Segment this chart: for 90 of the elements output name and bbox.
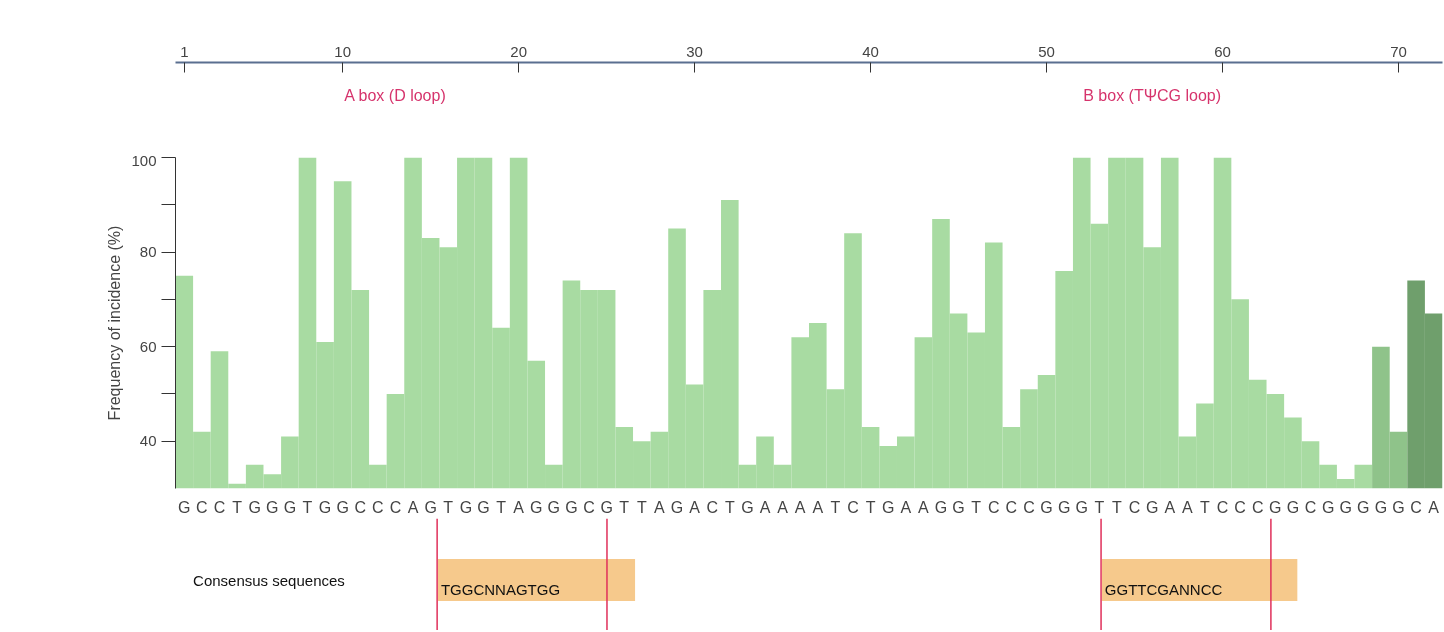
x-tick-label: T [636,498,647,516]
x-tick-label: T [619,498,630,516]
x-tick-label: T [232,498,243,516]
x-tick-label: G [1075,498,1088,516]
x-tick-label: T [1200,498,1211,516]
x-tick-label: C [196,498,208,516]
x-tick-label: C [1005,498,1018,516]
x-tick-label: G [1040,498,1053,516]
x-tick-label: A [794,498,806,516]
x-tick-label: T [1112,498,1123,516]
x-tick-label: G [530,498,543,516]
x-tick-label: G [248,498,261,516]
x-tick-label: A [918,498,930,516]
x-tick-label: A [1428,498,1440,516]
x-tick-label: C [1251,498,1264,516]
y-tick-label: 60 [139,337,157,355]
x-tick-label: G [565,498,578,516]
x-tick-label: C [1128,498,1141,516]
x-tick-label: T [971,498,982,516]
x-tick-label: G [1392,498,1405,516]
text: GGTTCGANNCC [1104,581,1223,599]
x-tick-label: T [830,498,841,516]
x-tick-label: A [1164,498,1176,516]
x-tick-label: C [354,498,367,516]
x-tick-label: G [178,498,191,516]
x-tick-label: T [302,498,313,516]
x2-tick-label: 10 [334,42,352,60]
x-tick-label: G [318,498,332,516]
y-tick-label: 100 [131,151,157,169]
x-tick-label: C [1410,498,1422,516]
x-tick-label: G [477,498,490,516]
x-tick-label: G [459,498,473,516]
x-tick-label: G [1321,498,1335,516]
x-tick-label: T [496,498,507,516]
x2-tick-label: 1 [180,42,189,60]
x-tick-label: C [706,498,718,516]
x-tick-label: G [952,498,965,516]
x-tick-label: G [1357,498,1370,516]
x-tick-label: C [389,498,402,516]
x2-tick-label: 70 [1390,42,1407,60]
x-tick-label: G [1374,498,1388,516]
x-tick-label: G [600,498,613,516]
x-tick-label: A [812,498,824,516]
x2-tick-label: 40 [862,42,879,60]
x-tick-label: T [865,498,876,516]
x-tick-label: C [1023,498,1035,516]
x-tick-label: G [1057,498,1071,516]
x-tick-label: A [513,498,525,516]
text: Consensus sequences [193,571,345,589]
x-tick-label: G [670,498,684,516]
x-tick-label: C [847,498,859,516]
x-tick-label: G [741,498,754,516]
x-tick-label: G [934,498,948,516]
y-tick-label: 80 [139,243,157,261]
x-tick-label: A [689,498,701,516]
y-tick-label: 40 [139,432,157,450]
x-tick-label: G [424,498,437,516]
x-tick-label: G [1269,498,1282,516]
text: B box (TΨCG loop) [1083,87,1222,105]
x-tick-label: C [987,498,1000,516]
x-tick-label: C [583,498,595,516]
x2-tick-label: 20 [510,42,527,60]
x2-tick-label: 60 [1214,42,1231,60]
x-tick-label: G [1145,498,1159,516]
x-tick-label: C [1304,498,1317,516]
x-tick-label: C [1234,498,1246,516]
x-tick-label: G [336,498,349,516]
x-tick-label: G [881,498,895,516]
x-tick-label: A [900,498,912,516]
text: A box (D loop) [344,87,446,105]
x-tick-label: T [724,498,735,516]
x-tick-label: G [1286,498,1300,516]
x2-tick-label: 30 [686,42,703,60]
x-tick-label: A [407,498,419,516]
text: TGGCNNAGTGG [440,581,561,599]
x-tick-label: T [443,498,454,516]
x-tick-label: A [1182,498,1193,516]
x-tick-label: A [777,498,789,516]
y-axis-title: Frequency of incidence (%) [106,225,124,421]
x-tick-label: T [1094,498,1105,516]
x-tick-label: G [283,498,297,516]
x-tick-label: G [266,498,279,516]
x-tick-label: C [213,498,226,516]
x-tick-label: A [654,498,666,516]
x-tick-label: C [1216,498,1229,516]
x-tick-label: C [372,498,384,516]
x-tick-label: G [547,498,561,516]
x-tick-label: A [759,498,771,516]
x-tick-label: G [1339,498,1352,516]
x2-tick-label: 50 [1038,42,1055,60]
